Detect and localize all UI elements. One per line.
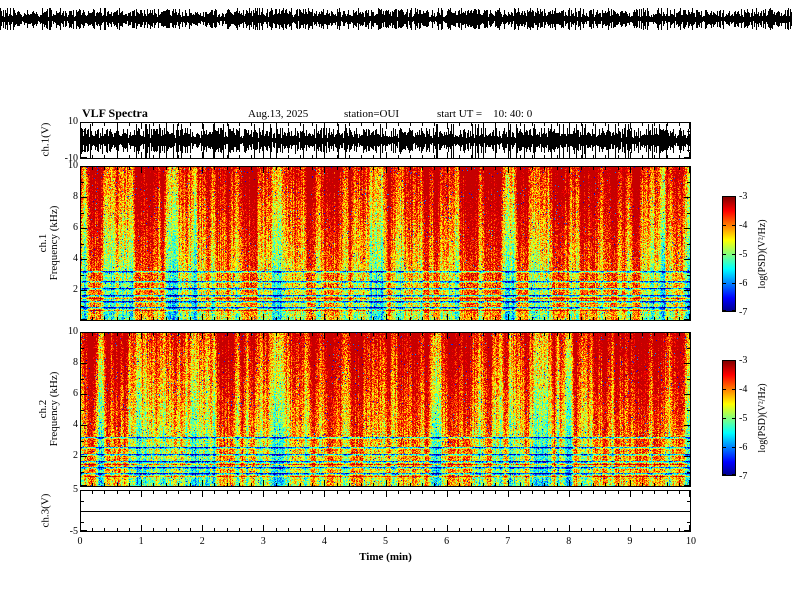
x-tick-label: 2 <box>199 536 205 547</box>
x-tick-label: 5 <box>383 536 388 547</box>
ch2-spectrogram-canvas <box>80 332 691 487</box>
colorbar-tick-label: -4 <box>739 220 748 231</box>
colorbar-tick-label: -6 <box>739 442 748 453</box>
x-tick-label: 10 <box>686 536 696 547</box>
plot-title: VLF Spectra <box>82 106 148 120</box>
colorbar-tick-label: -5 <box>739 249 748 260</box>
y-tick-label: 5 <box>73 484 78 495</box>
x-tick-label: 3 <box>260 536 266 547</box>
x-axis-label: Time (min) <box>359 551 412 563</box>
ch1-voltage-waveform-canvas <box>80 122 691 159</box>
x-tick-label: 4 <box>321 536 327 547</box>
station-label: station=OUI <box>344 108 400 120</box>
colorbar-tick-label: -3 <box>739 355 748 366</box>
colorbar-tick-label: -7 <box>739 471 748 482</box>
y-tick-label: -10 <box>64 153 78 164</box>
y-tick-label: 8 <box>73 357 78 368</box>
y-tick-label: 4 <box>73 253 78 264</box>
colorbar-tick-label: -3 <box>739 191 748 202</box>
colorbar-tick-label: -6 <box>739 278 748 289</box>
ch3-voltage-trace-canvas <box>80 490 691 532</box>
colorbar-tick-label: -5 <box>739 413 748 424</box>
colorbar-tick-label: -7 <box>739 307 748 318</box>
x-tick-label: 0 <box>77 536 83 547</box>
colorbar-tick-label: -4 <box>739 384 748 395</box>
y-tick-label: 6 <box>73 388 78 399</box>
y-tick-label: 2 <box>73 284 78 295</box>
y-tick-label: 6 <box>73 222 78 233</box>
y-tick-label: 4 <box>73 419 78 430</box>
x-tick-label: 9 <box>627 536 633 547</box>
colorbar-ch2 <box>722 360 736 476</box>
x-tick-label: 8 <box>566 536 572 547</box>
y-tick-label: 8 <box>73 191 78 202</box>
y-tick-label: 10 <box>68 160 78 171</box>
colorbar-ch1 <box>722 196 736 312</box>
ch3-voltage-axis-label: ch.3(V) <box>39 493 52 528</box>
x-tick-label: 7 <box>505 536 511 547</box>
y-tick-label: 2 <box>73 450 78 461</box>
x-tick-label: 1 <box>138 536 144 547</box>
x-tick-label: 6 <box>444 536 450 547</box>
top-noise-strip <box>0 8 792 30</box>
ch1-spectrogram-canvas <box>80 166 691 321</box>
plot-date: Aug.13, 2025 <box>248 108 309 120</box>
y-tick-label: -5 <box>69 526 78 537</box>
start-ut-label: start UT = 10: 40: 0 <box>437 108 533 120</box>
y-tick-label: 10 <box>68 116 78 127</box>
y-tick-label: 10 <box>68 326 78 337</box>
